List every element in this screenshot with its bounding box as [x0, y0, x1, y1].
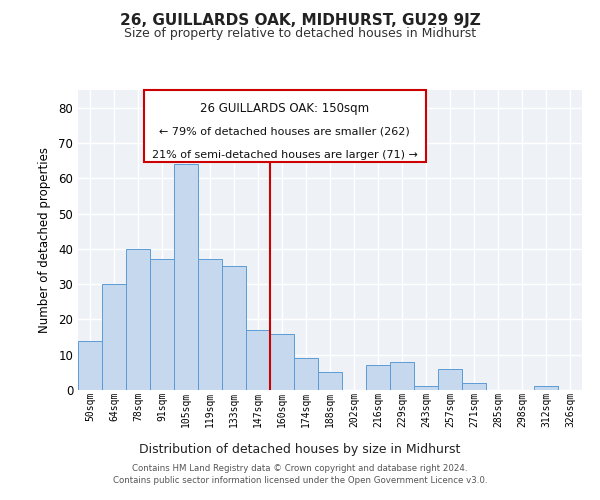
Text: 26 GUILLARDS OAK: 150sqm: 26 GUILLARDS OAK: 150sqm	[200, 102, 369, 115]
Bar	[462, 383, 486, 390]
Text: 21% of semi-detached houses are larger (71) →: 21% of semi-detached houses are larger (…	[152, 150, 418, 160]
Text: Size of property relative to detached houses in Midhurst: Size of property relative to detached ho…	[124, 28, 476, 40]
FancyBboxPatch shape	[143, 90, 426, 162]
Bar	[366, 366, 390, 390]
Text: ← 79% of detached houses are smaller (262): ← 79% of detached houses are smaller (26…	[159, 126, 410, 136]
Bar	[318, 372, 342, 390]
Bar	[294, 358, 318, 390]
Text: Contains HM Land Registry data © Crown copyright and database right 2024.: Contains HM Land Registry data © Crown c…	[132, 464, 468, 473]
Bar	[246, 330, 270, 390]
Bar	[534, 386, 558, 390]
Text: 26, GUILLARDS OAK, MIDHURST, GU29 9JZ: 26, GUILLARDS OAK, MIDHURST, GU29 9JZ	[119, 12, 481, 28]
Bar	[414, 386, 438, 390]
Bar	[174, 164, 198, 390]
Y-axis label: Number of detached properties: Number of detached properties	[38, 147, 52, 333]
Text: Distribution of detached houses by size in Midhurst: Distribution of detached houses by size …	[139, 442, 461, 456]
Bar	[198, 260, 222, 390]
Bar	[438, 369, 462, 390]
Text: Contains public sector information licensed under the Open Government Licence v3: Contains public sector information licen…	[113, 476, 487, 485]
Bar	[222, 266, 246, 390]
Bar	[150, 260, 174, 390]
Bar	[102, 284, 126, 390]
Bar	[126, 249, 150, 390]
Bar	[390, 362, 414, 390]
Bar	[270, 334, 294, 390]
Bar	[78, 340, 102, 390]
